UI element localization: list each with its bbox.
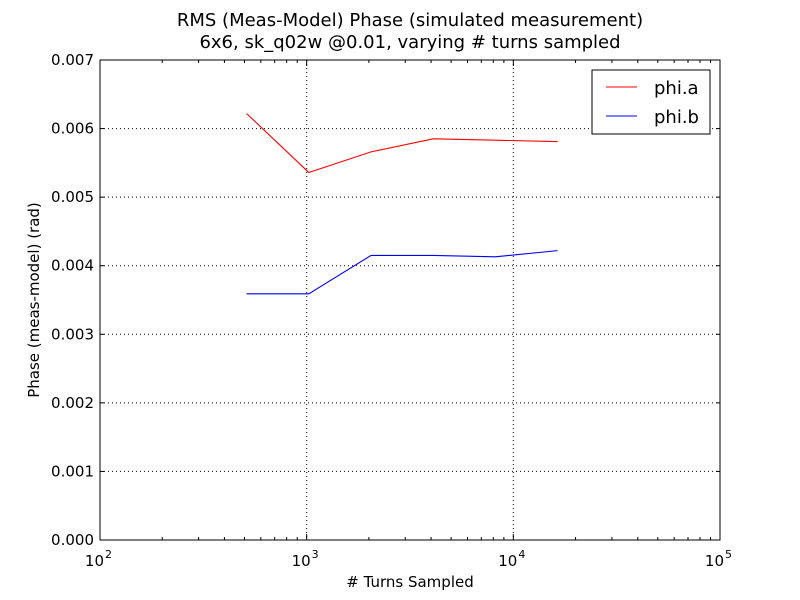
legend-label-phi-b: phi.b <box>654 107 699 128</box>
y-tick-label: 0.002 <box>51 394 94 412</box>
x-tick-label: 10 <box>85 552 104 570</box>
y-axis-label: Phase (meas-model) (rad) <box>25 202 43 398</box>
y-tick-label: 0.005 <box>51 188 94 206</box>
x-tick-exponent: 2 <box>105 548 112 561</box>
series-lines <box>246 113 558 295</box>
y-tick-label: 0.001 <box>51 462 94 480</box>
y-tick-label: 0.000 <box>51 531 94 549</box>
x-tick-label: 10 <box>498 552 517 570</box>
x-tick-label: 10 <box>292 552 311 570</box>
legend: phi.a phi.b <box>591 69 711 135</box>
ticks: 0.000 0.001 0.002 0.003 0.004 0.005 0.006 0.007… <box>51 51 732 570</box>
x-tick-exponent: 3 <box>312 548 319 561</box>
x-axis-label: # Turns Sampled <box>346 573 474 591</box>
y-tick-label: 0.004 <box>51 257 94 275</box>
x-tick-label: 10 <box>705 552 724 570</box>
y-tick-label: 0.007 <box>51 51 94 69</box>
legend-frame <box>591 69 711 135</box>
chart-subtitle: 6x6, sk_q02w @0.01, varying # turns samp… <box>199 32 620 53</box>
y-tick-label: 0.003 <box>51 325 94 343</box>
x-tick-exponent: 5 <box>725 548 732 561</box>
legend-label-phi-a: phi.a <box>654 78 699 99</box>
series-line-phi-b <box>246 250 558 295</box>
x-tick-exponent: 4 <box>518 548 525 561</box>
y-tick-label: 0.006 <box>51 120 94 138</box>
plot-frame <box>99 59 721 541</box>
chart-title: RMS (Meas-Model) Phase (simulated measur… <box>177 10 643 31</box>
series-line-phi-a <box>246 113 558 174</box>
